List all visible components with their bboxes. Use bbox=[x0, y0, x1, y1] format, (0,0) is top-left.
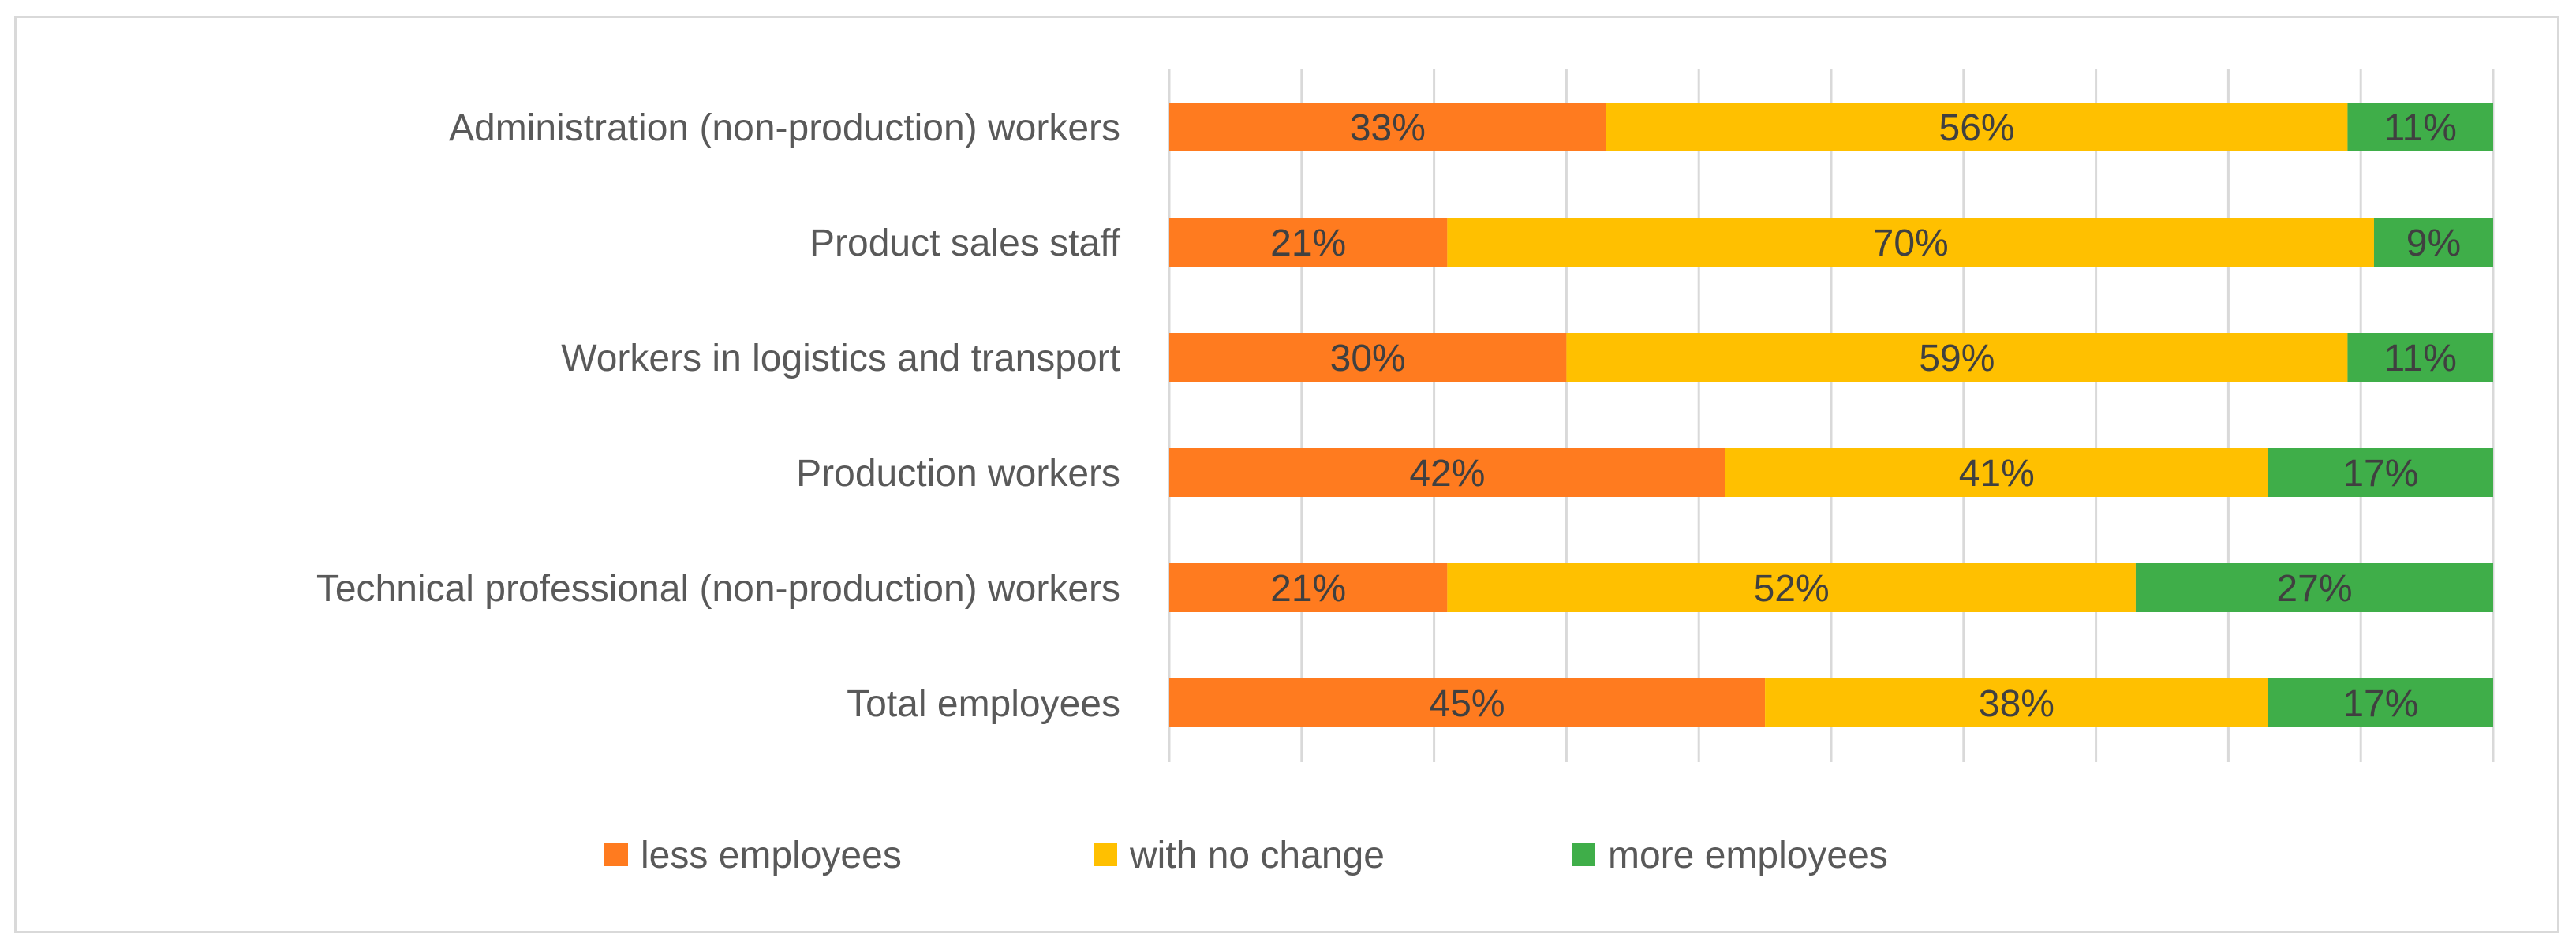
category-label: Production workers bbox=[796, 453, 1120, 495]
bar-more-employees-5 bbox=[2135, 563, 2493, 612]
bar-less-employees-5 bbox=[1169, 563, 1448, 612]
bar-with-no-change-1 bbox=[1606, 103, 2348, 151]
bar-more-employees-4 bbox=[2268, 448, 2493, 497]
legend: less employees with no change more employe… bbox=[604, 835, 1888, 876]
legend-label-less-employees: less employees bbox=[641, 835, 902, 876]
bar-less-employees-3 bbox=[1169, 333, 1567, 382]
bar-with-no-change-2 bbox=[1447, 218, 2374, 267]
data-label: 41% bbox=[1959, 453, 2035, 495]
category-label: Total employees bbox=[847, 683, 1120, 725]
data-label: 33% bbox=[1350, 107, 1426, 149]
category-label: Product sales staff bbox=[809, 222, 1121, 264]
legend-label-more-employees: more employees bbox=[1608, 835, 1888, 876]
category-labels: Administration (non-production) workers P… bbox=[316, 107, 1121, 725]
data-label: 56% bbox=[1939, 107, 2015, 149]
data-label: 11% bbox=[2383, 338, 2457, 379]
data-label: 9% bbox=[2406, 222, 2461, 264]
data-label: 59% bbox=[1919, 338, 1995, 379]
category-label: Technical professional (non-production) … bbox=[316, 568, 1120, 610]
category-label: Administration (non-production) workers bbox=[449, 107, 1120, 149]
bar-less-employees-4 bbox=[1169, 448, 1725, 497]
data-label: 52% bbox=[1754, 568, 1830, 610]
bar-more-employees-6 bbox=[2268, 678, 2493, 727]
legend-swatch-less-employees bbox=[604, 843, 628, 866]
data-label: 27% bbox=[2276, 568, 2352, 610]
gridlines bbox=[1168, 69, 2495, 762]
bar-less-employees-1 bbox=[1169, 103, 1606, 151]
data-label: 17% bbox=[2342, 453, 2418, 495]
bar-with-no-change-6 bbox=[1765, 678, 2268, 727]
bar-more-employees-3 bbox=[2347, 333, 2493, 382]
data-label: 21% bbox=[1270, 568, 1346, 610]
bar-less-employees-6 bbox=[1169, 678, 1766, 727]
bar-with-no-change-3 bbox=[1566, 333, 2348, 382]
legend-swatch-more-employees bbox=[1572, 843, 1595, 866]
bar-less-employees-2 bbox=[1169, 218, 1448, 267]
data-label: 21% bbox=[1270, 222, 1346, 264]
bar-more-employees-2 bbox=[2373, 218, 2493, 267]
legend-label-with-no-change: with no change bbox=[1129, 835, 1385, 876]
data-label: 38% bbox=[1979, 683, 2054, 725]
bar-more-employees-1 bbox=[2347, 103, 2493, 151]
data-label: 70% bbox=[1873, 222, 1949, 264]
data-label: 45% bbox=[1430, 683, 1505, 725]
data-label: 11% bbox=[2383, 107, 2457, 149]
data-label: 30% bbox=[1330, 338, 1406, 379]
data-label: 42% bbox=[1409, 453, 1485, 495]
bar-with-no-change-5 bbox=[1447, 563, 2136, 612]
category-label: Workers in logistics and transport bbox=[561, 338, 1120, 379]
data-label: 17% bbox=[2342, 683, 2418, 725]
bars: 33% 56% 11% 21% 70% 9% 30% 59% 11% 42% 41% 17% 21% 52… bbox=[1169, 103, 2493, 727]
legend-swatch-with-no-change bbox=[1094, 843, 1117, 866]
bar-with-no-change-4 bbox=[1725, 448, 2268, 497]
